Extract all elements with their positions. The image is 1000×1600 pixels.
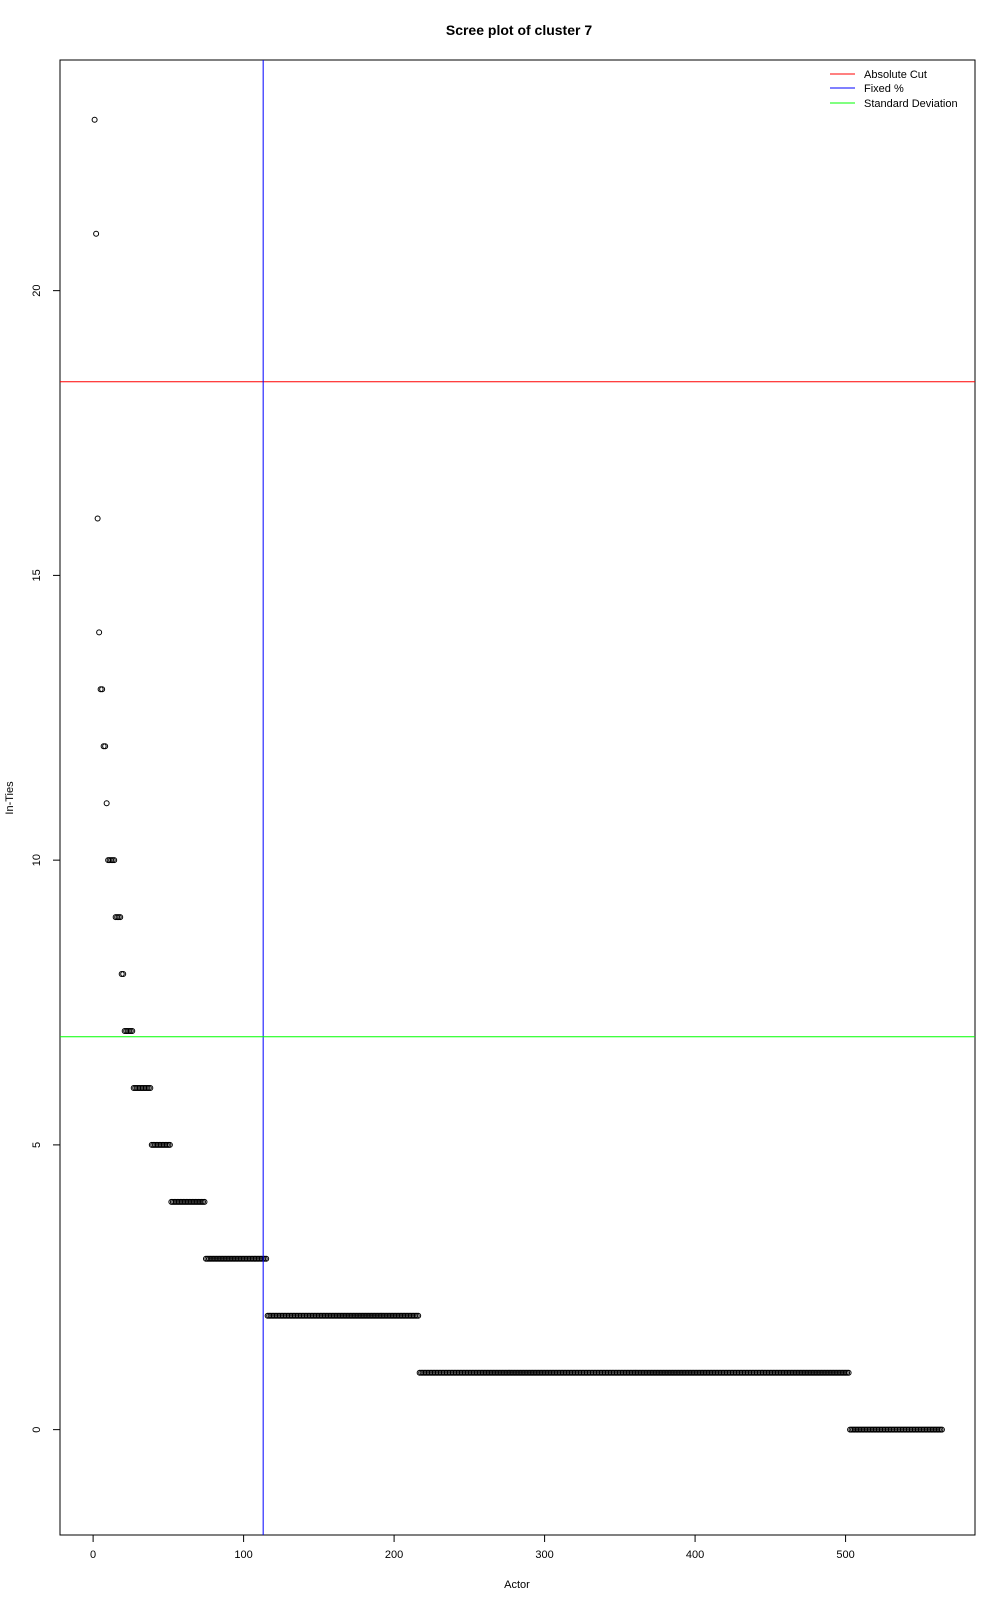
data-point (117, 914, 124, 921)
x-tick-label: 0 (90, 1549, 96, 1561)
data-point (120, 971, 127, 978)
x-tick-label: 500 (836, 1549, 854, 1561)
y-tick-label: 0 (31, 1427, 43, 1433)
legend-label-fixed-percent: Fixed % (864, 83, 904, 95)
data-point (166, 1141, 173, 1148)
legend-label-standard-deviation: Standard Deviation (864, 98, 958, 110)
data-points (91, 116, 945, 1433)
data-point (415, 1312, 422, 1319)
data-point (103, 800, 110, 807)
data-point (201, 1198, 208, 1205)
x-tick-label: 200 (385, 1549, 403, 1561)
data-point (91, 116, 98, 123)
data-point (93, 230, 100, 237)
y-tick-label: 15 (31, 569, 43, 581)
data-point (263, 1255, 270, 1262)
chart-title: Scree plot of cluster 7 (446, 22, 592, 38)
data-point (129, 1027, 136, 1034)
y-tick-label: 10 (31, 854, 43, 866)
y-axis: 0 5 10 15 20 (31, 285, 61, 1433)
x-axis-label: Actor (504, 1579, 530, 1591)
data-point (99, 686, 106, 693)
x-tick-label: 300 (535, 1549, 553, 1561)
data-point (102, 743, 109, 750)
x-tick-label: 100 (234, 1549, 252, 1561)
data-point (111, 857, 118, 864)
data-point (845, 1369, 852, 1376)
y-tick-label: 20 (31, 285, 43, 297)
y-axis-label: In-Ties (4, 781, 16, 815)
y-tick-label: 5 (31, 1142, 43, 1148)
x-tick-label: 400 (686, 1549, 704, 1561)
legend-label-absolute-cut: Absolute Cut (864, 69, 927, 81)
data-point (147, 1084, 154, 1091)
legend: Absolute Cut Fixed % Standard Deviation (830, 69, 958, 110)
x-axis: 0 100 200 300 400 500 (90, 1534, 855, 1561)
data-point (938, 1426, 945, 1433)
data-point (96, 629, 103, 636)
data-point (94, 515, 101, 522)
